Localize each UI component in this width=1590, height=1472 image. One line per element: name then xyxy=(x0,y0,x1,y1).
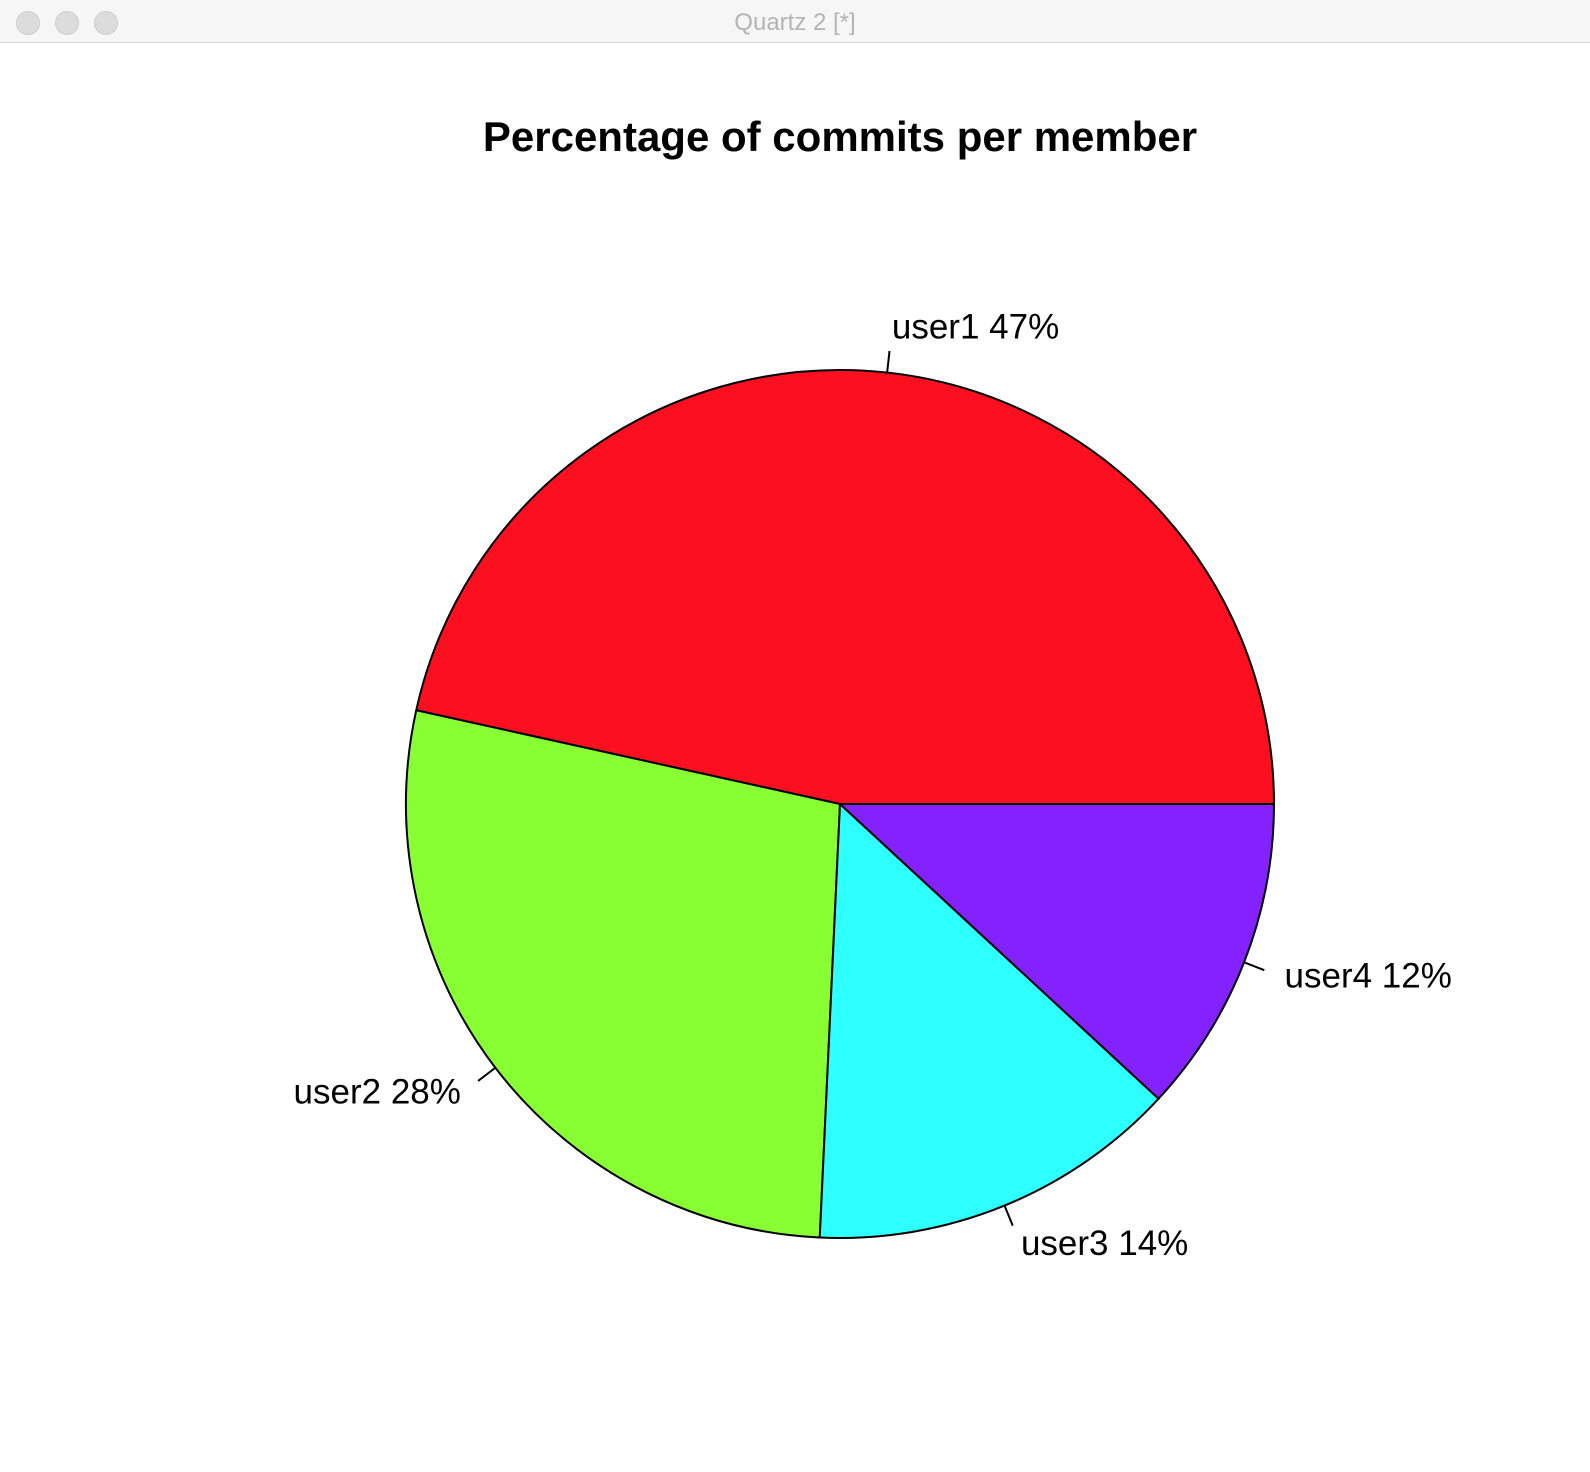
chart-title: Percentage of commits per member xyxy=(483,113,1197,160)
pie-slice-user3 xyxy=(818,803,1160,1239)
pie-label-user3: user3 14% xyxy=(1021,1224,1188,1263)
pie-label-user1: user1 47% xyxy=(892,308,1059,347)
pie-label-tick-user2 xyxy=(477,1066,496,1082)
pie-label-tick-user4 xyxy=(1243,961,1265,972)
pie-slice-user1 xyxy=(415,369,1275,805)
close-window-button[interactable] xyxy=(16,11,40,35)
pie-slice-user2 xyxy=(405,709,841,1239)
minimize-window-button[interactable] xyxy=(55,11,79,35)
zoom-window-button[interactable] xyxy=(94,11,118,35)
plot-area: Percentage of commits per member user1 4… xyxy=(0,43,1590,1472)
pie-chart: Percentage of commits per member user1 4… xyxy=(294,113,1452,1263)
window-title: Quartz 2 [*] xyxy=(734,9,856,36)
pie-label-user4: user4 12% xyxy=(1285,956,1452,995)
pie-labels: user1 47% user2 28% user3 14% user4 12% xyxy=(294,308,1452,1263)
pie-slices xyxy=(405,369,1275,1239)
pie-label-user2: user2 28% xyxy=(294,1072,461,1111)
window-titlebar[interactable]: Quartz 2 [*] xyxy=(0,0,1590,43)
pie-slice-user4 xyxy=(839,803,1275,1100)
pie-label-tick-user1 xyxy=(886,350,891,373)
pie-label-tick-user3 xyxy=(1003,1205,1014,1227)
pie-label-ticks xyxy=(477,350,1265,1227)
